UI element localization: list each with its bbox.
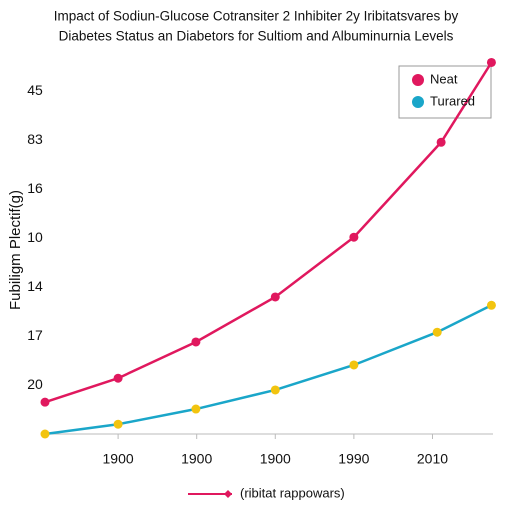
x-tick-label: 1900 bbox=[181, 451, 212, 467]
legend-marker bbox=[412, 74, 424, 86]
x-tick-label: 1900 bbox=[260, 451, 291, 467]
y-tick-label: 10 bbox=[27, 229, 43, 245]
y-tick-label: 45 bbox=[27, 82, 43, 98]
x-label-marker bbox=[224, 490, 232, 498]
data-point bbox=[40, 429, 50, 439]
data-point bbox=[432, 327, 442, 337]
y-tick-label: 16 bbox=[27, 180, 43, 196]
data-point bbox=[113, 373, 123, 383]
legend-marker bbox=[412, 96, 424, 108]
series-line bbox=[44, 304, 492, 436]
x-tick-label: 2010 bbox=[417, 451, 448, 467]
x-axis-label: (ribitat rappowars) bbox=[240, 485, 345, 500]
y-tick-label: 14 bbox=[27, 278, 43, 294]
data-point bbox=[191, 404, 201, 414]
data-point bbox=[486, 300, 496, 310]
y-axis-label: Fubiligm Plectif(g) bbox=[7, 190, 24, 310]
data-point bbox=[270, 292, 280, 302]
y-tick-label: 17 bbox=[27, 327, 43, 343]
x-tick-label: 1990 bbox=[338, 451, 369, 467]
y-tick-label: 20 bbox=[27, 376, 43, 392]
data-point bbox=[436, 137, 446, 147]
chart-title: Diabetes Status an Diabetors for Sultiom… bbox=[59, 29, 454, 44]
data-point bbox=[270, 385, 280, 395]
data-point bbox=[191, 337, 201, 347]
legend-label: Turared bbox=[430, 93, 475, 108]
data-point bbox=[349, 232, 359, 242]
y-tick-label: 83 bbox=[27, 131, 43, 147]
data-point bbox=[40, 397, 50, 407]
legend-box bbox=[398, 65, 492, 119]
data-point bbox=[113, 419, 123, 429]
x-tick-label: 1900 bbox=[103, 451, 134, 467]
data-point bbox=[486, 57, 496, 67]
chart-title: Impact of Sodiun-Glucose Cotransiter 2 I… bbox=[54, 9, 459, 24]
legend-label: Neat bbox=[430, 71, 458, 86]
data-point bbox=[349, 360, 359, 370]
